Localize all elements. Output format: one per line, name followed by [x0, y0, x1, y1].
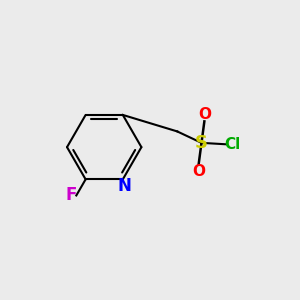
Text: O: O	[192, 164, 205, 179]
Text: O: O	[198, 107, 211, 122]
Text: S: S	[195, 134, 208, 152]
Text: F: F	[65, 187, 77, 205]
Text: Cl: Cl	[224, 137, 240, 152]
Text: N: N	[117, 177, 131, 195]
